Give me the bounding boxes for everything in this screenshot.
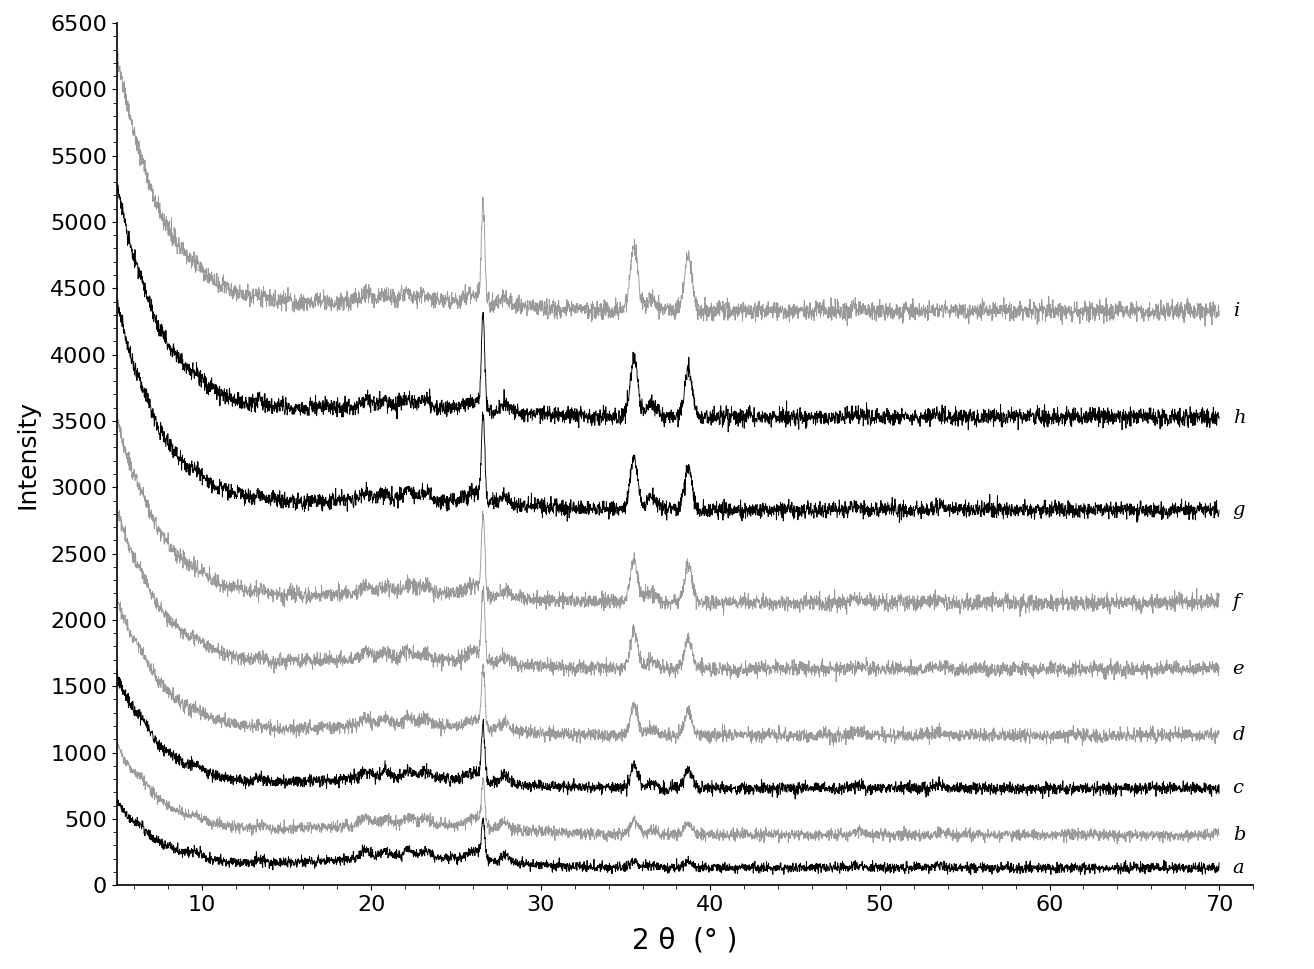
- Text: b: b: [1233, 826, 1246, 844]
- X-axis label: 2 θ  (° ): 2 θ (° ): [632, 926, 737, 954]
- Y-axis label: Intensity: Intensity: [14, 399, 39, 509]
- Text: f: f: [1233, 593, 1240, 611]
- Text: c: c: [1233, 779, 1243, 797]
- Text: e: e: [1233, 660, 1244, 677]
- Text: g: g: [1233, 501, 1246, 519]
- Text: d: d: [1233, 726, 1246, 744]
- Text: h: h: [1233, 409, 1246, 426]
- Text: i: i: [1233, 302, 1239, 320]
- Text: a: a: [1233, 859, 1244, 877]
